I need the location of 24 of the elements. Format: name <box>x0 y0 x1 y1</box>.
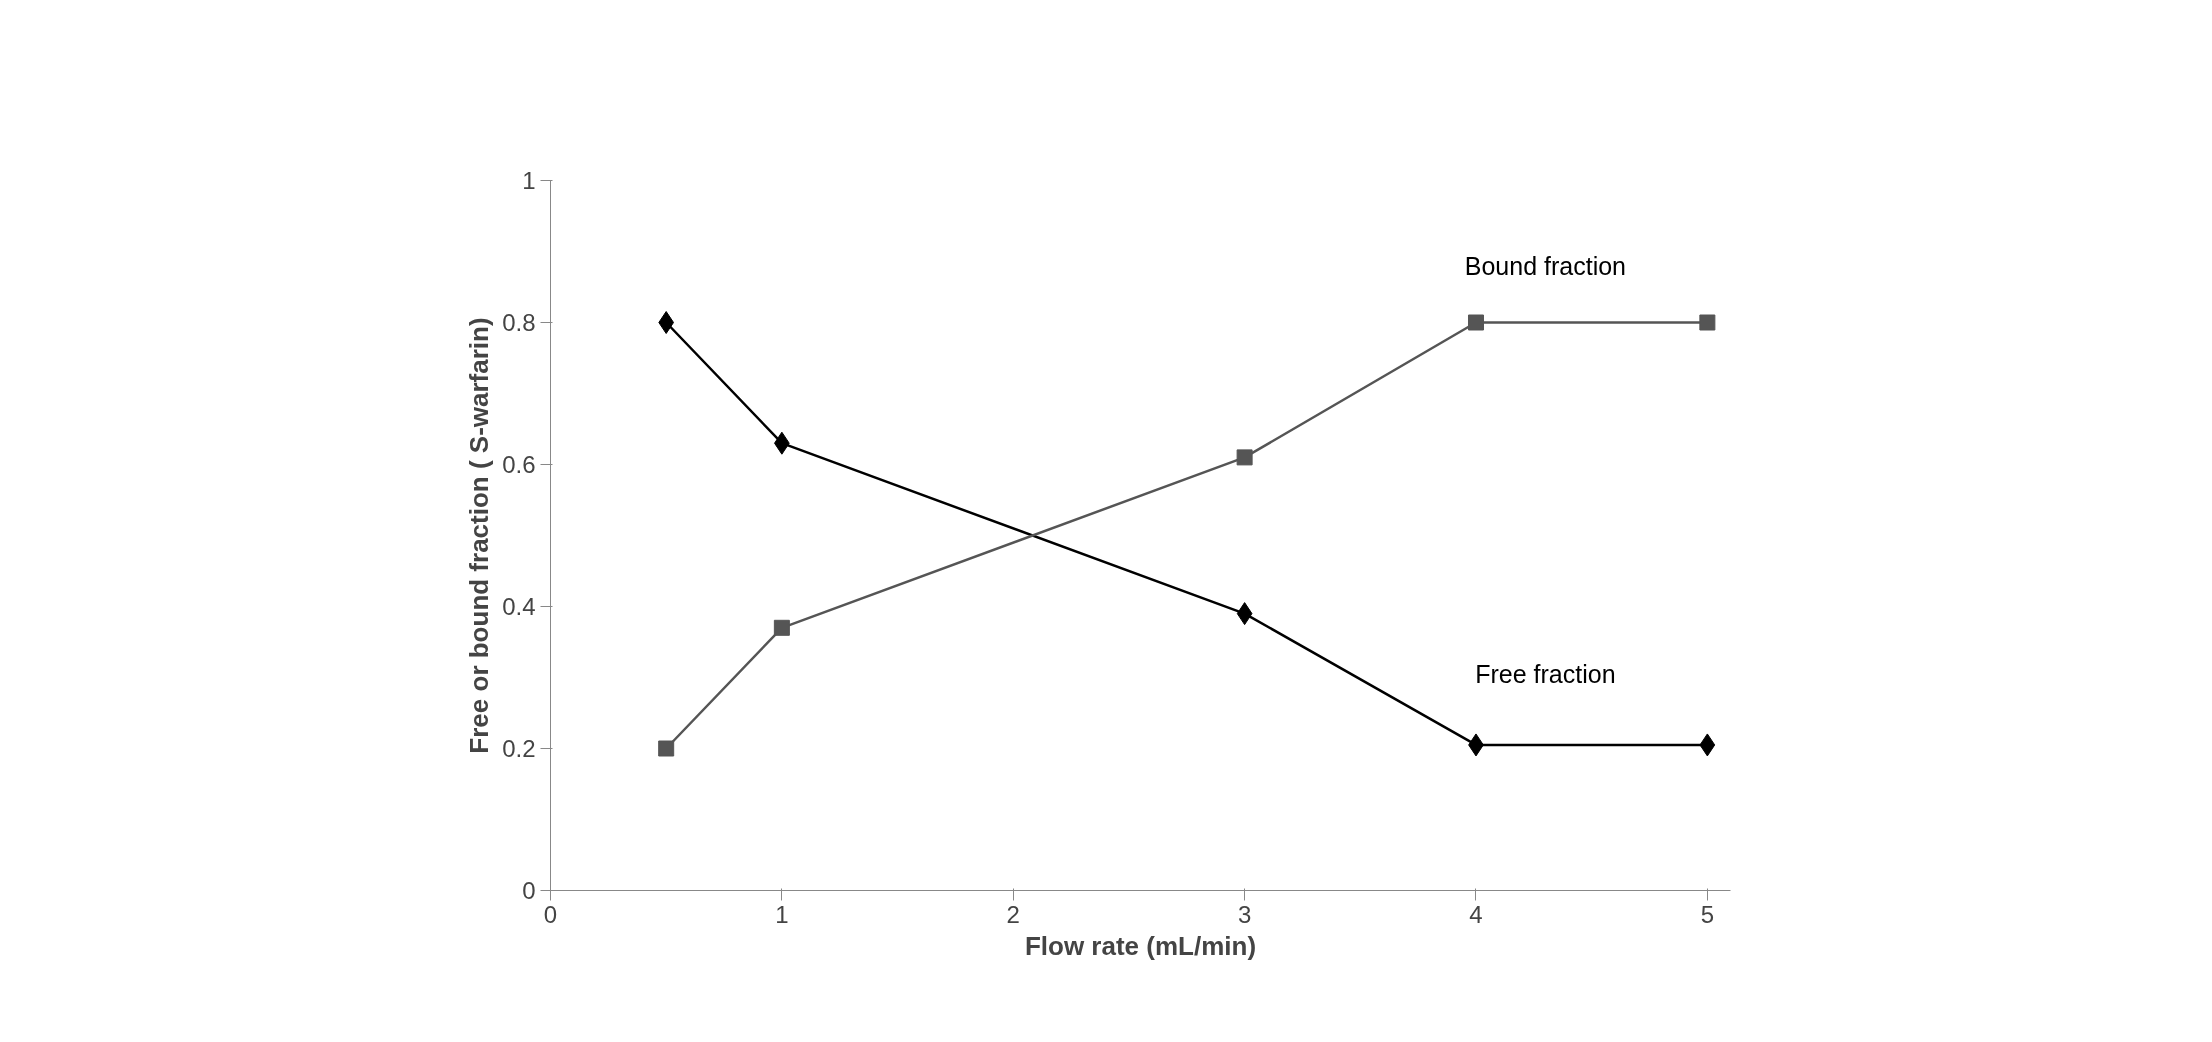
y-tick-label: 0.6 <box>502 451 536 478</box>
series-label: Bound fraction <box>1464 251 1627 280</box>
point <box>773 619 790 636</box>
x-tick-label: 4 <box>1469 900 1483 928</box>
x-tick-label: 5 <box>1700 900 1715 928</box>
y-tick-label: 0.2 <box>502 735 536 762</box>
y-tick-label: 0.8 <box>502 309 536 336</box>
y-axis-title: Free or bound fraction ( S-warfarin) <box>464 317 495 754</box>
point <box>1699 314 1716 331</box>
point <box>658 311 675 334</box>
y-tick-label: 1 <box>522 167 536 194</box>
point <box>1236 449 1253 466</box>
point <box>658 740 675 757</box>
x-tick-label: 2 <box>1006 900 1020 928</box>
x-axis-title: Flow rate (mL/min) <box>1024 930 1257 961</box>
y-tick-label: 0 <box>522 877 536 904</box>
point <box>1699 733 1716 757</box>
point <box>1236 602 1253 626</box>
x-tick-label: 0 <box>543 900 558 928</box>
point <box>1467 314 1484 331</box>
y-tick-label: 0.4 <box>502 593 536 620</box>
series-label: Free fraction <box>1475 659 1616 688</box>
x-tick-label: 1 <box>775 900 789 928</box>
x-tick-label: 3 <box>1237 900 1252 928</box>
